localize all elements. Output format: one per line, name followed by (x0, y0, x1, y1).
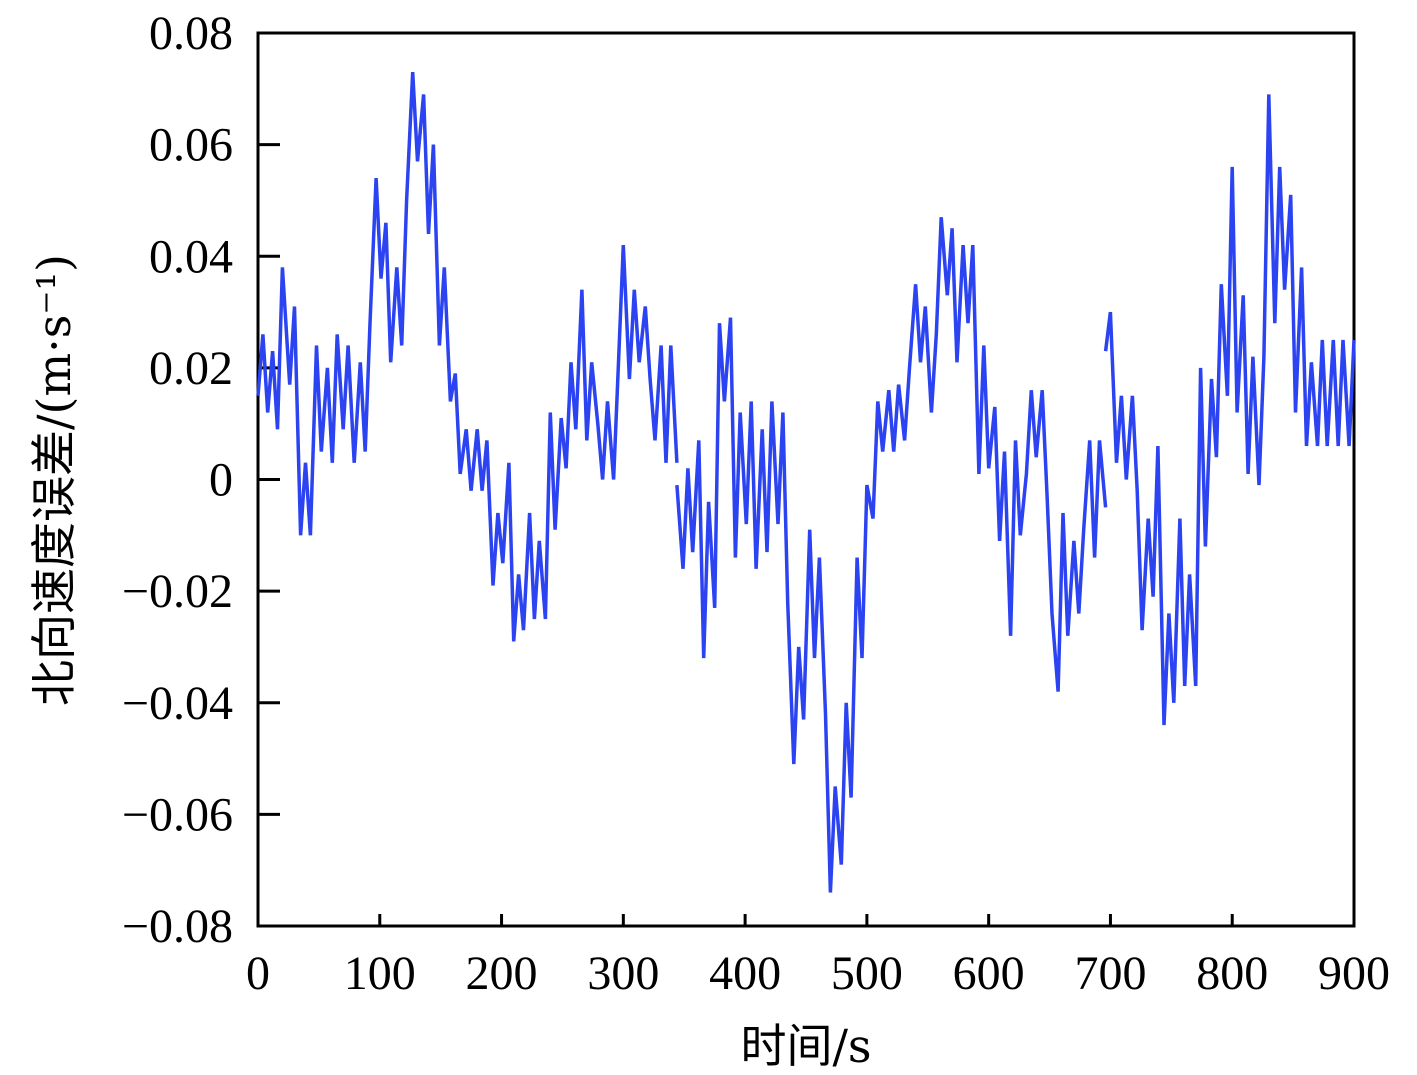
y-tick-label: 0 (209, 454, 233, 507)
y-tick-label: −0.02 (122, 565, 233, 618)
x-tick-label: 600 (953, 947, 1025, 1000)
series-line-segment (675, 217, 1108, 893)
y-axis: 0.08 0.06 0.04 0.02 0 −0.02 −0.04 −0.06 −0.08 (122, 7, 280, 953)
series-line-segment (1103, 94, 1356, 726)
y-tick-label: 0.06 (149, 119, 233, 172)
x-tick-label: 500 (831, 947, 903, 1000)
y-axis-title: 北向速度误差/(m·s⁻¹) (27, 254, 81, 706)
y-tick-label: −0.04 (122, 677, 233, 730)
x-tick-label: 0 (246, 947, 270, 1000)
y-tick-label: 0.04 (149, 230, 233, 283)
x-tick-label: 400 (709, 947, 781, 1000)
x-tick-label: 200 (466, 947, 538, 1000)
y-tick-label: 0.02 (149, 342, 233, 395)
x-tick-label: 100 (344, 947, 416, 1000)
x-tick-label: 300 (587, 947, 659, 1000)
x-tick-label: 900 (1318, 947, 1390, 1000)
y-tick-label: −0.06 (122, 788, 233, 841)
y-tick-label: −0.08 (122, 900, 233, 953)
x-tick-label: 800 (1196, 947, 1268, 1000)
series-line-segment (256, 72, 679, 642)
series-layer (256, 72, 1356, 893)
x-axis-title: 时间/s (740, 1019, 871, 1073)
y-tick-label: 0.08 (149, 7, 233, 60)
x-axis: 0 100 200 300 400 500 600 700 800 900 (246, 914, 1390, 1000)
plot-frame (256, 31, 1356, 928)
x-tick-label: 700 (1074, 947, 1146, 1000)
